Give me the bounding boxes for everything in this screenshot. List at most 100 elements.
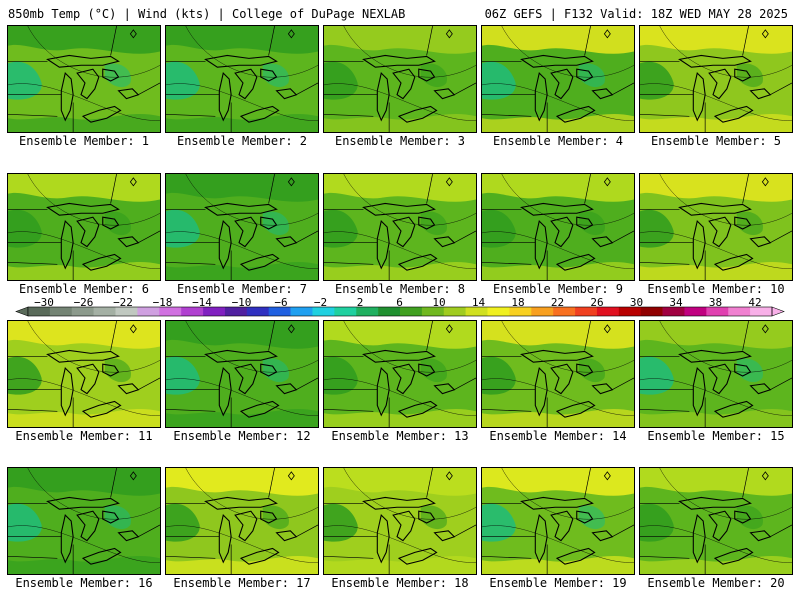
colorbar-extend-low [15, 306, 29, 317]
temperature-map [166, 321, 318, 427]
colorbar-segment [421, 307, 445, 316]
colorbar-segment [93, 307, 116, 316]
ensemble-member-label: Ensemble Member: 10 [647, 282, 785, 296]
colorbar-segment [750, 307, 773, 316]
ensemble-member-label: Ensemble Member: 11 [15, 429, 153, 443]
ensemble-member-label: Ensemble Member: 14 [489, 429, 627, 443]
colorbar-tick-label: 18 [511, 297, 524, 309]
colorbar-segment [181, 307, 204, 316]
ensemble-map-panel [639, 173, 793, 281]
chart-title: 850mb Temp (°C) | Wind (kts) | College o… [8, 7, 406, 21]
temperature-map [166, 468, 318, 574]
ensemble-map-panel [481, 320, 635, 428]
ensemble-member-label: Ensemble Member: 2 [176, 134, 308, 148]
colorbar-segment [334, 307, 357, 316]
ensemble-map-panel [165, 320, 319, 428]
colorbar-segment [706, 307, 729, 316]
temperature-map [324, 321, 476, 427]
colorbar-segment [531, 307, 554, 316]
colorbar-tick-label: −6 [274, 297, 287, 309]
colorbar-segment [312, 307, 335, 316]
ensemble-map-panel [165, 25, 319, 133]
colorbar-segment [596, 307, 620, 316]
colorbar-segment [640, 307, 663, 316]
colorbar-segment [268, 307, 291, 316]
colorbar-segment [71, 307, 94, 316]
temperature-map [482, 26, 634, 132]
colorbar-segment [509, 307, 532, 316]
ensemble-member-label: Ensemble Member: 5 [650, 134, 782, 148]
ensemble-map-panel [323, 173, 477, 281]
colorbar-tick-label: −26 [74, 297, 94, 309]
temperature-map [482, 174, 634, 280]
colorbar-segment [115, 307, 138, 316]
temperature-map [8, 321, 160, 427]
ensemble-map-panel [481, 25, 635, 133]
colorbar-tick-label: −10 [232, 297, 252, 309]
temperature-map [8, 174, 160, 280]
colorbar-tick-label: 2 [357, 297, 364, 309]
colorbar-segment [575, 307, 598, 316]
colorbar-segment [224, 307, 248, 316]
colorbar-tick-label: 22 [551, 297, 564, 309]
temperature-map [640, 468, 792, 574]
ensemble-map-panel [639, 467, 793, 575]
colorbar-tick-label: 38 [709, 297, 722, 309]
ensemble-map-panel [323, 320, 477, 428]
ensemble-map-panel [7, 173, 161, 281]
ensemble-member-label: Ensemble Member: 6 [18, 282, 150, 296]
ensemble-member-label: Ensemble Member: 17 [173, 576, 311, 590]
ensemble-map-panel [7, 320, 161, 428]
temperature-map [8, 468, 160, 574]
colorbar-segment [203, 307, 226, 316]
ensemble-member-label: Ensemble Member: 7 [176, 282, 308, 296]
ensemble-map-panel [165, 467, 319, 575]
colorbar-segment [356, 307, 379, 316]
temperature-map [482, 321, 634, 427]
colorbar-segment [728, 307, 751, 316]
ensemble-map-panel [323, 467, 477, 575]
model-run-info: 06Z GEFS | F132 Valid: 18Z WED MAY 28 20… [484, 7, 788, 21]
ensemble-member-label: Ensemble Member: 19 [489, 576, 627, 590]
temperature-colorbar: −30 −26 −22 −18 −14 −10 −6 −2 2 6 10 14 18 22 26 30 34 38… [15, 297, 785, 317]
colorbar-tick-label: 10 [432, 297, 445, 309]
colorbar-segment [378, 307, 401, 316]
colorbar-segment [487, 307, 510, 316]
colorbar-segment [290, 307, 313, 316]
ensemble-member-label: Ensemble Member: 3 [334, 134, 466, 148]
temperature-map [8, 26, 160, 132]
colorbar-segment [443, 307, 466, 316]
temperature-map [166, 174, 318, 280]
colorbar-segment [49, 307, 73, 316]
temperature-map [166, 26, 318, 132]
ensemble-member-label: Ensemble Member: 12 [173, 429, 311, 443]
ensemble-member-label: Ensemble Member: 8 [334, 282, 466, 296]
ensemble-map-panel [481, 467, 635, 575]
ensemble-map-panel [7, 467, 161, 575]
ensemble-member-label: Ensemble Member: 9 [492, 282, 624, 296]
ensemble-member-label: Ensemble Member: 16 [15, 576, 153, 590]
temperature-map [324, 174, 476, 280]
colorbar-outline [27, 306, 773, 317]
ensemble-map-panel [165, 173, 319, 281]
ensemble-member-label: Ensemble Member: 4 [492, 134, 624, 148]
colorbar-tick-label: 34 [669, 297, 683, 309]
ensemble-map-panel [639, 320, 793, 428]
colorbar-tick-label: 26 [590, 297, 603, 309]
colorbar-segment [400, 307, 423, 316]
ensemble-map-panel [7, 25, 161, 133]
temperature-map [640, 26, 792, 132]
temperature-map [640, 321, 792, 427]
ensemble-member-label: Ensemble Member: 15 [647, 429, 785, 443]
colorbar-segment [553, 307, 576, 316]
colorbar-segment [465, 307, 488, 316]
colorbar-segment [684, 307, 707, 316]
colorbar-segment [28, 307, 51, 316]
colorbar-segment [246, 307, 270, 316]
colorbar-tick-label: 14 [472, 297, 486, 309]
ensemble-member-label: Ensemble Member: 13 [331, 429, 469, 443]
ensemble-member-label: Ensemble Member: 20 [647, 576, 785, 590]
colorbar-tick-label: −18 [153, 297, 173, 309]
temperature-map [324, 468, 476, 574]
colorbar-tick-label: 42 [748, 297, 761, 309]
